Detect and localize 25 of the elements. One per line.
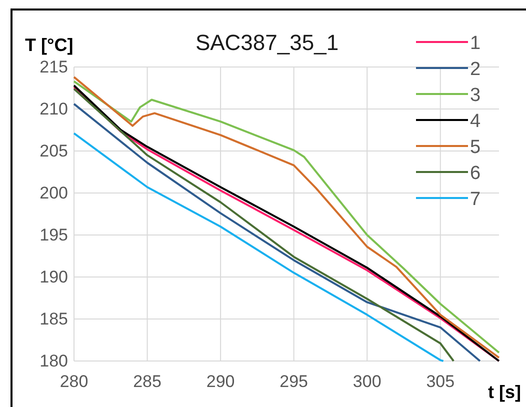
y-tick-label: 190	[40, 267, 68, 286]
x-tick-label: 295	[280, 372, 308, 392]
legend-label: 2	[470, 59, 481, 80]
x-tick-label: 290	[206, 372, 235, 392]
y-tick-label: 205	[40, 141, 68, 160]
legend-label: 4	[470, 111, 481, 132]
legend-label: 6	[470, 163, 481, 184]
y-tick-label: 185	[40, 309, 68, 328]
y-tick-label: 210	[40, 99, 68, 118]
x-tick-label: 300	[352, 372, 382, 392]
x-tick-label: 285	[133, 372, 162, 392]
y-axis-title: T [°C]	[25, 35, 74, 55]
x-tick-label: 280	[60, 372, 88, 392]
legend-label: 7	[470, 189, 481, 210]
y-tick-label: 200	[40, 183, 68, 202]
line-series	[73, 132, 444, 362]
legend-label: 3	[470, 85, 481, 106]
x-axis-title: t [s]	[488, 382, 521, 402]
y-tick-label: 215	[40, 57, 68, 76]
legend-label: 5	[470, 137, 481, 158]
legend-label: 1	[470, 33, 481, 54]
x-tick-label: 305	[426, 372, 455, 392]
y-tick-label: 180	[40, 351, 68, 370]
y-tick-label: 195	[40, 225, 68, 244]
chart-title: SAC387_35_1	[195, 30, 339, 55]
